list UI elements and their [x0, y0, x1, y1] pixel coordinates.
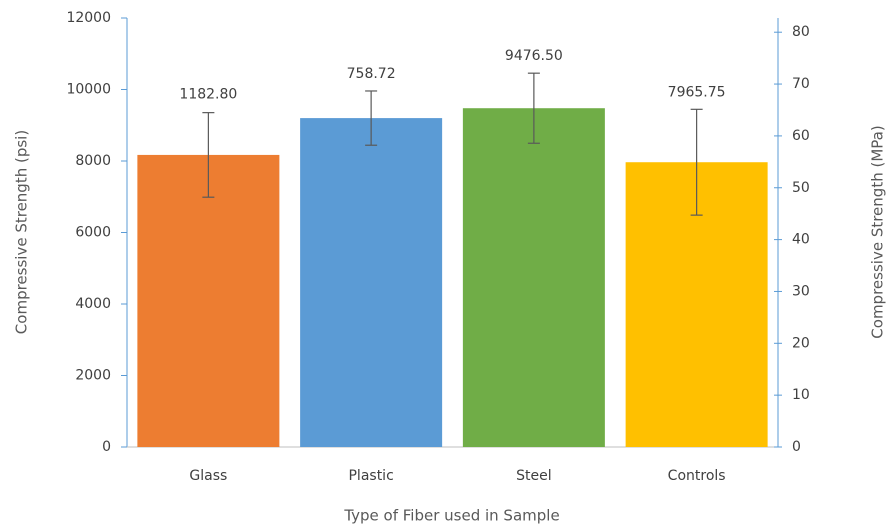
- bar: [462, 108, 605, 448]
- y2-tick-label: 50: [792, 180, 810, 196]
- y-tick-label: 4000: [75, 296, 111, 312]
- y2-tick-label: 70: [792, 76, 810, 92]
- x-tick-label: Steel: [516, 468, 552, 484]
- y2-axis-label: Compressive Strength (MPa): [869, 125, 887, 338]
- y-axis-label: Compressive Strength (psi): [13, 130, 31, 334]
- y-tick-label: 12000: [66, 10, 111, 26]
- annotation: 7965.75: [668, 84, 726, 100]
- y2-tick-label: 30: [792, 283, 810, 299]
- y2-tick-label: 20: [792, 335, 810, 351]
- y2-tick-label: 10: [792, 387, 810, 403]
- y-tick-label: 2000: [75, 368, 111, 384]
- y-tick-label: 8000: [75, 153, 111, 169]
- x-tick-label: Plastic: [348, 468, 393, 484]
- annotation: 9476.50: [505, 48, 563, 64]
- annotation: 1182.80: [179, 87, 237, 103]
- x-axis-label: Type of Fiber used in Sample: [343, 507, 559, 525]
- y-tick-label: 6000: [75, 225, 111, 241]
- annotation: 758.72: [347, 66, 396, 82]
- x-tick-label: Controls: [668, 468, 726, 484]
- y2-tick-label: 80: [792, 24, 810, 40]
- y2-tick-label: 0: [792, 439, 801, 455]
- bar: [137, 154, 280, 448]
- y2-tick-label: 40: [792, 232, 810, 248]
- y-tick-label: 0: [102, 439, 111, 455]
- y-tick-label: 10000: [66, 82, 111, 98]
- y2-tick-label: 60: [792, 128, 810, 144]
- x-tick-label: Glass: [189, 468, 227, 484]
- bar: [300, 118, 443, 447]
